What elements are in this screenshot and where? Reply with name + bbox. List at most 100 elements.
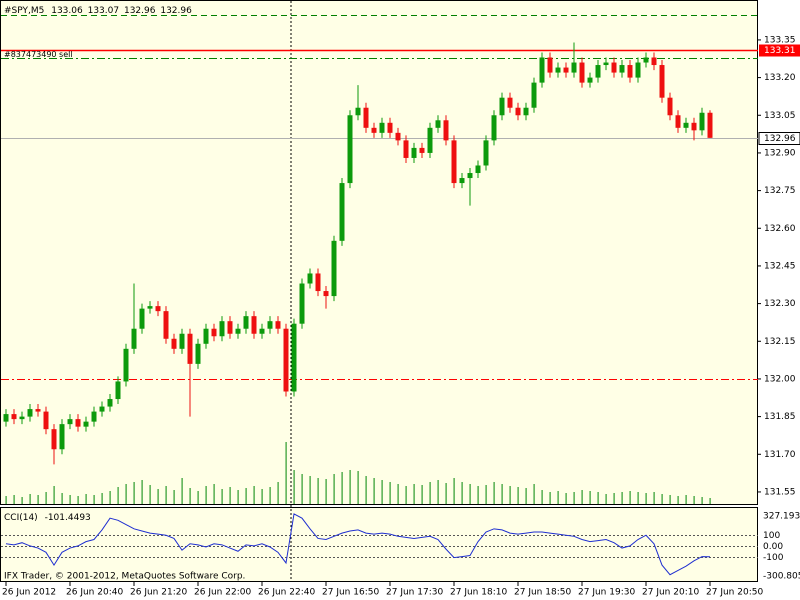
- level-box: [759, 44, 800, 57]
- candle-body: [635, 62, 641, 78]
- volume-bar: [429, 482, 431, 504]
- candle-body: [563, 67, 569, 73]
- volume-bar: [93, 495, 95, 504]
- candle-body: [235, 328, 241, 334]
- candle-body: [515, 107, 521, 116]
- volume-bar: [333, 474, 335, 504]
- volume-bar: [661, 494, 663, 504]
- candle-body: [11, 414, 17, 420]
- candle-body: [619, 65, 625, 73]
- x-tick-label: 27 Jun 18:10: [450, 588, 507, 598]
- x-tick-label: 27 Jun 20:10: [642, 588, 699, 598]
- volume-bar: [541, 490, 543, 504]
- volume-bar: [61, 493, 63, 504]
- candle-body: [627, 65, 633, 78]
- volume-bar: [501, 484, 503, 504]
- volume-bar: [437, 480, 439, 504]
- candle-body: [91, 411, 97, 422]
- cci-name: CCI(14): [4, 513, 38, 523]
- candle-body: [115, 381, 121, 400]
- volume-bar: [317, 478, 319, 504]
- volume-bar: [69, 495, 71, 504]
- y-tick-label: 131.70: [764, 450, 796, 460]
- volume-bar: [309, 476, 311, 504]
- candle-body: [363, 107, 369, 128]
- volume-bar: [85, 494, 87, 504]
- candle-body: [43, 411, 49, 430]
- y-tick-label: 132.30: [764, 299, 796, 309]
- candle-body: [51, 429, 57, 450]
- candle-body: [339, 183, 345, 241]
- cci-tick-label: 100: [763, 531, 780, 541]
- candle-body: [75, 419, 81, 427]
- y-tick-label: 133.20: [764, 73, 796, 83]
- volume-bar: [581, 490, 583, 504]
- volume-bar: [645, 493, 647, 504]
- volume-bar: [173, 490, 175, 504]
- cci-last-value: -101.4493: [45, 513, 91, 523]
- last-close: 132.96: [160, 6, 192, 16]
- candle-body: [131, 328, 137, 349]
- volume-bar: [517, 487, 519, 504]
- volume-bar: [469, 484, 471, 504]
- candle-body: [611, 62, 617, 73]
- volume-bar: [253, 486, 255, 504]
- volume-bar: [525, 488, 527, 504]
- x-tick-label: 27 Jun 16:50: [322, 588, 379, 598]
- volume-bar: [445, 483, 447, 504]
- volume-bar: [157, 489, 159, 504]
- level-label: 133.31: [764, 46, 796, 56]
- candle-body: [475, 165, 481, 174]
- volume-bar: [589, 491, 591, 504]
- candle-body: [555, 67, 561, 73]
- candle-body: [203, 328, 209, 344]
- volume-bar: [677, 496, 679, 504]
- y-tick-label: 132.90: [764, 148, 796, 158]
- candle-body: [171, 338, 177, 349]
- volume-bar: [373, 478, 375, 504]
- x-tick-label: 26 Jun 20:40: [66, 588, 123, 598]
- candle-body: [539, 57, 545, 83]
- x-tick-label: 27 Jun 20:50: [706, 588, 763, 598]
- cci-panel: [0, 507, 758, 582]
- candle-body: [379, 122, 385, 133]
- volume-bar: [45, 492, 47, 504]
- candle-body: [219, 321, 225, 337]
- cci-header: CCI(14) -101.4493: [4, 513, 91, 523]
- candle-body: [27, 409, 33, 417]
- candle-body: [211, 328, 217, 337]
- volume-bar: [605, 494, 607, 504]
- candle-body: [323, 291, 329, 297]
- cci-line: [5, 513, 711, 576]
- volume-bar: [285, 442, 287, 504]
- candle-body: [427, 127, 433, 153]
- candle-body: [107, 399, 113, 407]
- chart-header: #SPY,M5 133.06 133.07 132.96 132.96: [4, 6, 192, 16]
- candle-body: [179, 333, 185, 349]
- candle-body: [651, 57, 657, 66]
- candle-body: [299, 283, 305, 324]
- volume-bar: [413, 484, 415, 504]
- volume-bar: [637, 492, 639, 504]
- volume-bar: [117, 487, 119, 504]
- candle-body: [491, 115, 497, 141]
- volume-bar: [485, 485, 487, 504]
- volume-bar: [205, 486, 207, 504]
- volume-bar: [461, 482, 463, 504]
- volume-bar: [629, 491, 631, 504]
- cci-range-label: -300.805: [763, 572, 800, 582]
- x-tick-label: 26 Jun 21:20: [130, 588, 187, 598]
- candle-body: [283, 328, 289, 392]
- candle-body: [579, 62, 585, 83]
- volume-bar: [453, 478, 455, 504]
- volume-bar: [181, 478, 183, 504]
- candle-body: [147, 306, 153, 309]
- candle-body: [387, 122, 393, 133]
- volume-bar: [277, 482, 279, 504]
- y-tick-label: 132.45: [764, 261, 796, 271]
- last-open: 133.06: [51, 6, 83, 16]
- volume-bar: [621, 492, 623, 504]
- candle-body: [59, 424, 65, 450]
- candle-body: [371, 127, 377, 133]
- candle-body: [395, 132, 401, 141]
